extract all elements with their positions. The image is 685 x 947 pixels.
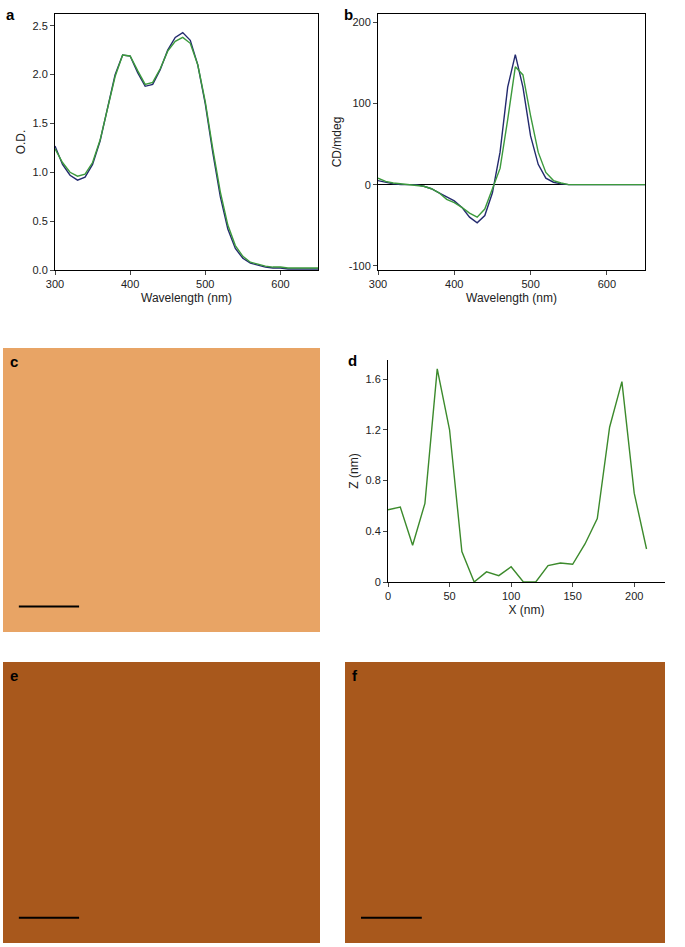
svg-text:b: b <box>344 6 353 23</box>
svg-text:500: 500 <box>196 278 214 290</box>
svg-text:O.D.: O.D. <box>14 130 28 155</box>
svg-text:0: 0 <box>375 576 381 588</box>
svg-text:d: d <box>348 352 357 369</box>
svg-text:200: 200 <box>352 16 370 28</box>
svg-text:Z (nm): Z (nm) <box>347 453 361 488</box>
svg-text:0.5: 0.5 <box>33 215 48 227</box>
svg-text:400: 400 <box>445 278 463 290</box>
svg-text:Wavelength (nm): Wavelength (nm) <box>466 291 557 305</box>
svg-text:300: 300 <box>369 278 387 290</box>
svg-text:a: a <box>6 6 15 23</box>
svg-text:f: f <box>352 667 358 684</box>
svg-text:1.6: 1.6 <box>366 373 381 385</box>
svg-text:c: c <box>10 353 18 370</box>
svg-text:2.0: 2.0 <box>33 68 48 80</box>
svg-text:0.4: 0.4 <box>366 525 381 537</box>
svg-text:X (nm): X (nm) <box>509 603 545 617</box>
svg-text:CD/mdeg: CD/mdeg <box>330 117 344 168</box>
svg-text:1.0: 1.0 <box>33 166 48 178</box>
svg-text:600: 600 <box>271 278 289 290</box>
svg-text:600: 600 <box>598 278 616 290</box>
svg-text:0.0: 0.0 <box>33 264 48 276</box>
svg-text:1.5: 1.5 <box>33 117 48 129</box>
svg-text:300: 300 <box>46 278 64 290</box>
svg-text:100: 100 <box>502 590 520 602</box>
svg-text:0: 0 <box>365 179 371 191</box>
svg-text:400: 400 <box>121 278 139 290</box>
svg-text:-100: -100 <box>349 260 371 272</box>
svg-text:2.5: 2.5 <box>33 20 48 32</box>
svg-text:1.2: 1.2 <box>366 424 381 436</box>
svg-text:500: 500 <box>521 278 539 290</box>
svg-text:0.8: 0.8 <box>366 474 381 486</box>
svg-text:200: 200 <box>625 590 643 602</box>
svg-text:Wavelength (nm): Wavelength (nm) <box>141 291 232 305</box>
svg-text:0: 0 <box>385 590 391 602</box>
svg-text:150: 150 <box>563 590 581 602</box>
svg-text:e: e <box>10 667 18 684</box>
svg-text:100: 100 <box>352 97 370 109</box>
svg-text:50: 50 <box>443 590 455 602</box>
